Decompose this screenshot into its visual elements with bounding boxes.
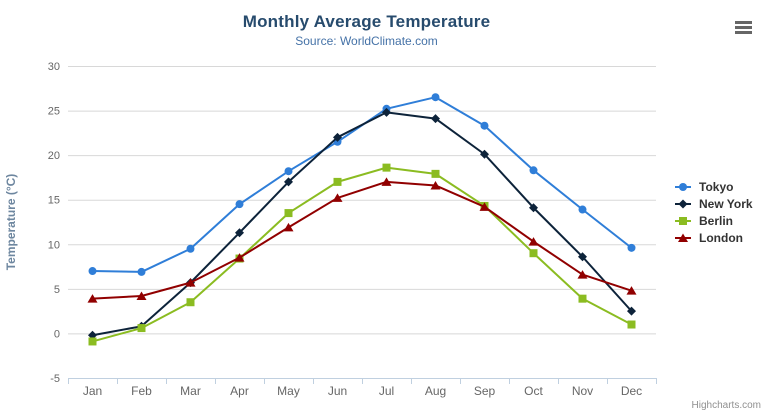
legend-circle-icon <box>675 182 691 191</box>
data-point-berlin[interactable] <box>529 249 538 258</box>
data-point-new-york[interactable] <box>431 114 440 124</box>
data-point-tokyo[interactable] <box>627 243 636 252</box>
data-point-tokyo[interactable] <box>137 267 146 276</box>
y-axis-title: Temperature (°C) <box>4 174 18 271</box>
data-point-london[interactable] <box>234 253 245 262</box>
data-point-london[interactable] <box>430 180 441 190</box>
data-point-london[interactable] <box>577 270 588 279</box>
legend-item-berlin[interactable]: Berlin <box>674 212 753 229</box>
data-point-tokyo[interactable] <box>284 167 293 176</box>
x-axis-label: Aug <box>425 384 446 398</box>
series-line-london[interactable] <box>91 180 633 300</box>
x-axis-label: Apr <box>230 384 249 398</box>
x-axis-label: Dec <box>621 384 642 398</box>
legend-diamond-icon <box>675 199 691 208</box>
legend-label: Tokyo <box>699 179 734 194</box>
data-point-london[interactable] <box>136 291 147 300</box>
series-line-berlin[interactable] <box>91 166 633 343</box>
legend-label: London <box>699 230 743 245</box>
chart-subtitle: Source: WorldClimate.com <box>295 34 438 48</box>
legend-label: New York <box>699 196 753 211</box>
legend-marker[interactable] <box>679 182 687 191</box>
series-line-tokyo[interactable] <box>91 96 633 273</box>
x-axis-label: Nov <box>572 384 593 398</box>
data-point-new-york[interactable] <box>529 203 538 213</box>
data-point-berlin[interactable] <box>431 169 440 178</box>
data-point-berlin[interactable] <box>137 324 146 333</box>
data-point-tokyo[interactable] <box>235 200 244 209</box>
x-axis-label: Mar <box>180 384 201 398</box>
legend-marker[interactable] <box>678 199 688 208</box>
data-point-new-york[interactable] <box>333 132 342 142</box>
y-axis-label: 5 <box>54 284 60 296</box>
data-point-london[interactable] <box>479 202 490 211</box>
legend-marker[interactable] <box>679 216 687 225</box>
legend-item-london[interactable]: London <box>674 229 753 246</box>
x-axis-label: Jul <box>379 384 394 398</box>
data-point-london[interactable] <box>332 193 343 202</box>
data-point-new-york[interactable] <box>480 149 489 159</box>
x-axis-label: Sep <box>474 384 496 398</box>
data-point-london[interactable] <box>528 237 539 246</box>
data-point-new-york[interactable] <box>382 107 391 117</box>
data-point-berlin[interactable] <box>333 177 342 186</box>
chart-title: Monthly Average Temperature <box>242 12 491 31</box>
legend-triangle-icon <box>675 233 691 242</box>
y-axis-label: 15 <box>48 195 60 207</box>
x-axis-label: May <box>277 384 300 398</box>
data-point-tokyo[interactable] <box>529 166 538 175</box>
y-axis-label: 10 <box>48 239 60 251</box>
data-point-london[interactable] <box>626 286 637 295</box>
data-point-tokyo[interactable] <box>431 93 440 102</box>
y-axis-label: -5 <box>50 373 60 385</box>
data-point-london[interactable] <box>185 278 196 287</box>
legend-item-new-york[interactable]: New York <box>674 195 753 212</box>
data-point-tokyo[interactable] <box>578 205 587 214</box>
data-point-berlin[interactable] <box>382 163 391 172</box>
data-point-new-york[interactable] <box>284 177 293 187</box>
legend-square-icon <box>675 216 691 225</box>
legend-item-tokyo[interactable]: Tokyo <box>674 178 753 195</box>
data-point-london[interactable] <box>283 222 294 232</box>
x-axis-label: Feb <box>131 384 152 398</box>
y-axis-label: 30 <box>48 61 60 73</box>
y-axis-label: 20 <box>48 150 60 162</box>
data-point-london[interactable] <box>381 177 392 186</box>
legend-marker[interactable] <box>678 233 688 242</box>
data-point-london[interactable] <box>87 294 98 303</box>
data-point-new-york[interactable] <box>627 306 636 316</box>
chart-legend: Tokyo New York Berlin London <box>674 178 753 246</box>
x-axis-label: Jun <box>328 384 347 398</box>
data-point-new-york[interactable] <box>235 228 244 238</box>
series-new-york <box>88 107 636 340</box>
data-point-tokyo[interactable] <box>88 267 97 276</box>
data-point-berlin[interactable] <box>627 320 636 329</box>
data-point-berlin[interactable] <box>88 337 97 346</box>
data-point-berlin[interactable] <box>578 294 587 303</box>
hamburger-menu-icon <box>735 20 753 34</box>
legend-label: Berlin <box>699 213 734 228</box>
data-point-tokyo[interactable] <box>186 244 195 253</box>
series-line-new-york[interactable] <box>91 111 633 337</box>
highcharts-credits-link[interactable]: Highcharts.com <box>691 400 761 411</box>
y-axis-label: 25 <box>48 106 60 118</box>
series-tokyo <box>88 93 636 276</box>
chart-context-menu-button[interactable] <box>731 16 757 38</box>
data-point-berlin[interactable] <box>284 209 293 218</box>
y-axis-label: 0 <box>54 328 60 340</box>
series-london <box>87 177 637 303</box>
data-point-berlin[interactable] <box>186 298 195 307</box>
data-point-new-york[interactable] <box>578 252 587 262</box>
x-axis-label: Oct <box>524 384 543 398</box>
x-axis-label: Jan <box>83 384 102 398</box>
data-point-tokyo[interactable] <box>480 121 489 130</box>
